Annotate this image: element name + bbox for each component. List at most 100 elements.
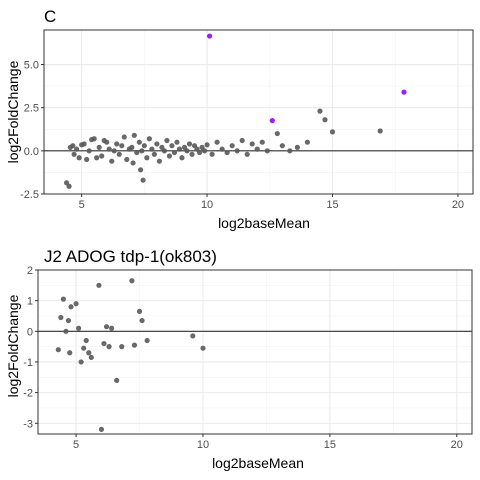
data-point xyxy=(201,148,208,154)
data-point xyxy=(249,141,255,147)
y-tick-label: -3 xyxy=(23,418,33,430)
x-axis-label: log2baseMean xyxy=(218,215,310,231)
data-point xyxy=(164,137,170,144)
highlighted-point xyxy=(401,89,407,95)
data-point xyxy=(124,156,130,163)
y-tick-label: -2.5 xyxy=(20,189,39,201)
data-point xyxy=(190,333,196,339)
data-point xyxy=(274,130,280,137)
data-point xyxy=(134,149,140,156)
y-tick-label: 2 xyxy=(27,265,33,277)
data-point xyxy=(151,151,157,157)
data-point xyxy=(317,108,323,114)
x-tick-label: 20 xyxy=(451,439,463,451)
data-point xyxy=(96,282,102,288)
data-point xyxy=(214,139,220,145)
data-point xyxy=(84,156,90,163)
data-point xyxy=(67,350,73,356)
data-point xyxy=(68,304,74,310)
data-point xyxy=(196,149,203,156)
data-point xyxy=(86,350,92,356)
x-tick-label: 5 xyxy=(73,439,79,451)
data-point xyxy=(229,143,235,149)
data-point xyxy=(94,155,100,161)
data-point xyxy=(254,146,260,152)
data-point xyxy=(219,146,225,152)
data-point xyxy=(144,337,150,344)
data-point xyxy=(109,158,115,164)
data-point xyxy=(264,148,270,154)
data-point xyxy=(88,354,94,360)
data-point xyxy=(78,359,84,365)
data-point xyxy=(149,146,155,152)
y-axis-label: log2FoldChange xyxy=(5,294,21,397)
data-point xyxy=(184,148,190,154)
highlighted-point xyxy=(269,118,275,124)
data-point xyxy=(137,167,144,173)
data-point xyxy=(76,325,82,331)
data-point xyxy=(304,139,311,145)
data-point xyxy=(101,340,107,347)
data-point xyxy=(234,148,240,154)
data-point xyxy=(259,139,265,145)
y-tick-label: 0 xyxy=(27,326,33,338)
data-point xyxy=(141,143,147,149)
data-point xyxy=(81,345,87,351)
data-point xyxy=(200,345,206,351)
data-point xyxy=(121,134,127,140)
data-point xyxy=(224,149,230,156)
y-tick-label: 2.5 xyxy=(24,103,39,115)
panel-title: C xyxy=(44,7,56,26)
x-tick-label: 15 xyxy=(326,199,338,211)
data-point xyxy=(114,141,120,147)
data-point xyxy=(71,151,77,157)
data-point xyxy=(166,153,173,159)
data-point xyxy=(60,296,66,302)
data-point xyxy=(111,148,117,154)
scatter-panel-c: C 5 10 15 20 -2.5 0.0 2.5 5.0 log2baseMean log2… xyxy=(5,7,474,231)
data-point xyxy=(83,337,89,344)
data-point xyxy=(154,141,160,147)
data-point xyxy=(144,155,150,161)
y-tick-label: 0.0 xyxy=(24,146,39,158)
y-tick-label: -1 xyxy=(23,357,33,369)
data-point xyxy=(76,155,82,161)
data-point xyxy=(81,141,87,147)
data-point xyxy=(139,148,145,154)
data-point xyxy=(119,344,125,350)
data-point xyxy=(136,308,143,314)
data-point xyxy=(140,177,146,183)
data-point xyxy=(244,151,250,157)
data-point xyxy=(279,143,285,149)
data-point xyxy=(99,153,105,159)
x-tick-label: 10 xyxy=(201,199,213,211)
data-point xyxy=(329,129,336,135)
data-point xyxy=(74,146,80,152)
data-point xyxy=(294,144,300,150)
data-point xyxy=(58,314,64,321)
plot-border xyxy=(43,29,474,195)
data-point xyxy=(129,278,135,284)
data-point xyxy=(109,325,115,331)
data-point xyxy=(66,183,72,189)
data-point xyxy=(129,144,135,150)
data-point xyxy=(130,160,136,166)
data-point xyxy=(176,146,183,152)
plot-background xyxy=(44,30,473,194)
data-point xyxy=(96,144,102,150)
highlighted-point xyxy=(206,33,213,39)
data-point xyxy=(239,137,245,144)
data-point xyxy=(139,317,145,324)
data-point xyxy=(287,148,293,154)
data-point xyxy=(174,139,180,145)
data-point xyxy=(119,143,125,149)
data-point xyxy=(377,128,383,134)
data-point xyxy=(169,143,175,149)
data-point xyxy=(70,143,76,149)
data-point xyxy=(116,151,122,157)
data-point xyxy=(55,347,61,353)
plot-border xyxy=(37,269,473,435)
data-point xyxy=(189,151,195,157)
data-point xyxy=(209,151,215,157)
